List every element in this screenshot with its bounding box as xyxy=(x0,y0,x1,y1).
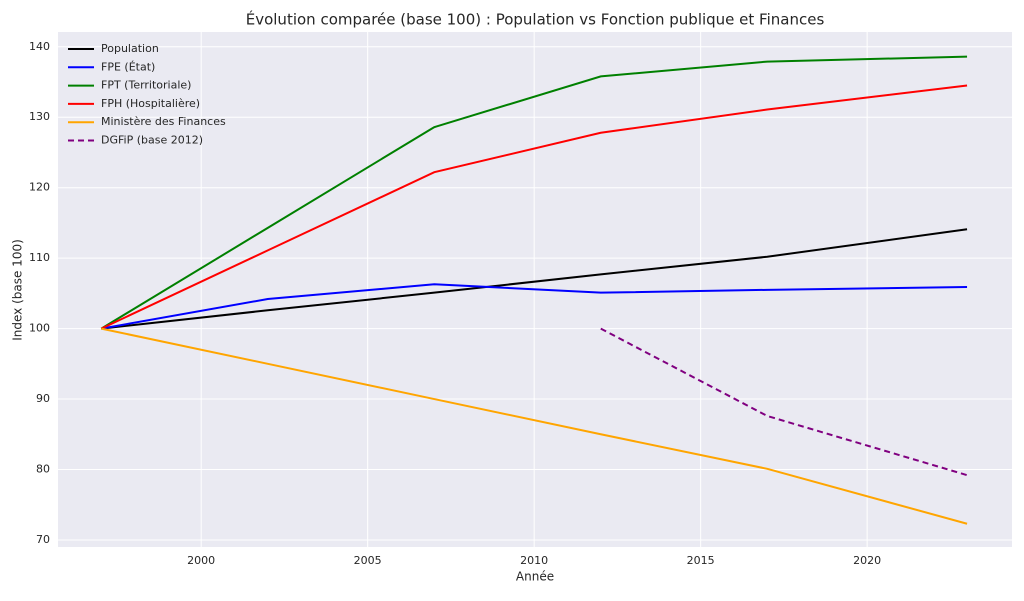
chart-title: Évolution comparée (base 100) : Populati… xyxy=(246,10,825,29)
legend: Population FPE (État) FPT (Territoriale) FP… xyxy=(68,42,226,147)
x-tick-label: 2020 xyxy=(853,554,881,567)
y-tick-label: 70 xyxy=(36,533,50,546)
y-tick-label: 120 xyxy=(29,181,50,194)
series-line xyxy=(100,84,968,330)
series-line xyxy=(101,283,968,330)
x-tick-label: 2000 xyxy=(187,554,215,567)
series-line xyxy=(101,228,968,330)
y-tick-label: 110 xyxy=(29,251,50,264)
legend-label: Ministère des Finances xyxy=(101,115,226,128)
x-axis-label: Année xyxy=(516,570,554,584)
lines xyxy=(100,55,968,525)
series-line xyxy=(100,55,968,330)
legend-label: FPE (État) xyxy=(101,60,155,73)
series-line xyxy=(101,327,968,525)
y-tick-label: 80 xyxy=(36,463,50,476)
x-tick-label: 2015 xyxy=(687,554,715,567)
legend-label: FPH (Hospitalière) xyxy=(101,97,200,110)
legend-label: FPT (Territoriale) xyxy=(101,79,191,92)
y-axis-label: Index (base 100) xyxy=(11,239,25,341)
x-tick-label: 2010 xyxy=(520,554,548,567)
series-line xyxy=(600,327,968,477)
x-tick-label: 2005 xyxy=(354,554,382,567)
y-tick-label: 100 xyxy=(29,322,50,335)
y-tick-label: 140 xyxy=(29,40,50,53)
y-tick-label: 130 xyxy=(29,110,50,123)
y-tick-label: 90 xyxy=(36,392,50,405)
legend-label: DGFiP (base 2012) xyxy=(101,134,203,147)
legend-label: Population xyxy=(101,42,159,55)
